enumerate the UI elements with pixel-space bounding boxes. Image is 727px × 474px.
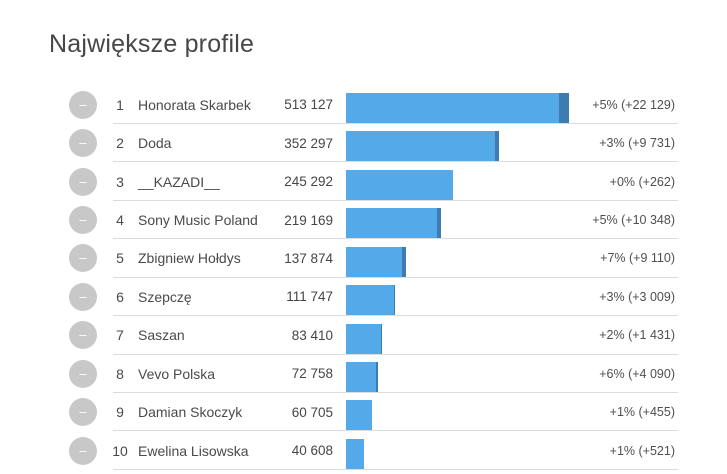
rank-label: 1 bbox=[116, 96, 124, 113]
fans-count: 72 758 bbox=[291, 366, 333, 382]
row-divider bbox=[113, 392, 678, 393]
rank-label: 8 bbox=[116, 365, 124, 382]
profile-name: Saszan bbox=[138, 327, 185, 344]
fans-count: 137 874 bbox=[284, 250, 333, 266]
minus-icon: – bbox=[79, 365, 87, 381]
growth-bar-segment bbox=[495, 131, 499, 162]
change-label: +3% (+9 731) bbox=[599, 136, 675, 151]
profile-name: Doda bbox=[138, 135, 172, 152]
fans-bar bbox=[346, 438, 364, 469]
profile-row: – 7 Saszan 83 410 +2% (+1 431) bbox=[0, 316, 727, 355]
profile-name: Zbigniew Hołdys bbox=[138, 250, 241, 267]
profile-row: – 4 Sony Music Poland 219 169 +5% (+10 3… bbox=[0, 201, 727, 240]
row-divider bbox=[113, 122, 678, 124]
fans-count: 352 297 bbox=[284, 135, 333, 151]
row-divider bbox=[113, 276, 678, 278]
profile-name: Damian Skoczyk bbox=[138, 404, 243, 421]
fans-count: 83 410 bbox=[291, 327, 333, 343]
profile-avatar: – bbox=[69, 244, 97, 273]
row-divider bbox=[113, 161, 678, 163]
profile-row: – 1 Honorata Skarbek 513 127 +5% (+22 12… bbox=[0, 86, 727, 124]
rank-label: 3 bbox=[116, 173, 124, 190]
profile-avatar: – bbox=[69, 129, 97, 158]
fans-bar bbox=[346, 246, 406, 277]
growth-bar-segment bbox=[437, 208, 441, 239]
profile-name: Sony Music Poland bbox=[138, 212, 258, 229]
fans-bar bbox=[346, 131, 499, 162]
row-divider bbox=[113, 315, 678, 317]
fans-count: 60 705 bbox=[291, 404, 333, 420]
fans-bar bbox=[346, 92, 569, 123]
rank-label: 4 bbox=[116, 212, 124, 229]
change-label: +6% (+4 090) bbox=[599, 366, 675, 381]
rank-label: 10 bbox=[112, 442, 128, 459]
change-label: +5% (+10 348) bbox=[592, 213, 675, 228]
profile-name: Honorata Skarbek bbox=[138, 96, 251, 113]
profile-avatar: – bbox=[69, 206, 97, 235]
profile-avatar: – bbox=[69, 359, 97, 388]
profile-avatar: – bbox=[69, 436, 97, 465]
row-divider bbox=[113, 353, 678, 355]
growth-bar-segment bbox=[559, 92, 569, 123]
profile-row: – 6 Szepczę 111 747 +3% (+3 009) bbox=[0, 278, 727, 317]
profile-avatar: – bbox=[69, 167, 97, 196]
profile-avatar: – bbox=[69, 282, 97, 311]
profile-row: – 8 Vevo Polska 72 758 +6% (+4 090) bbox=[0, 355, 727, 393]
rank-label: 7 bbox=[116, 327, 124, 344]
minus-icon: – bbox=[79, 212, 87, 228]
fans-count: 111 747 bbox=[286, 289, 333, 305]
minus-icon: – bbox=[79, 250, 87, 266]
change-label: +2% (+1 431) bbox=[599, 328, 675, 343]
minus-icon: – bbox=[79, 404, 87, 420]
minus-icon: – bbox=[79, 327, 87, 343]
profile-name: Szepczę bbox=[138, 288, 192, 305]
growth-bar-segment bbox=[381, 323, 382, 354]
rank-label: 2 bbox=[116, 135, 124, 152]
change-label: +3% (+3 009) bbox=[599, 289, 675, 304]
row-divider bbox=[113, 238, 678, 240]
fans-bar bbox=[346, 362, 378, 392]
fans-bar bbox=[346, 400, 372, 431]
change-label: +7% (+9 110) bbox=[600, 251, 675, 266]
profile-row: – 5 Zbigniew Hołdys 137 874 +7% (+9 110) bbox=[0, 239, 727, 278]
minus-icon: – bbox=[79, 173, 87, 189]
row-divider bbox=[113, 199, 678, 201]
rank-label: 9 bbox=[116, 404, 124, 421]
profile-name: Ewelina Lisowska bbox=[138, 442, 249, 459]
fans-count: 219 169 bbox=[284, 212, 333, 228]
change-label: +1% (+455) bbox=[609, 405, 675, 420]
change-label: +5% (+22 129) bbox=[592, 97, 675, 112]
fans-count: 513 127 bbox=[284, 97, 333, 113]
minus-icon: – bbox=[79, 96, 87, 112]
fans-bar bbox=[346, 169, 453, 200]
profile-avatar: – bbox=[69, 398, 97, 427]
fans-count: 245 292 bbox=[284, 174, 333, 190]
row-divider bbox=[113, 468, 678, 470]
minus-icon: – bbox=[79, 135, 87, 151]
profile-avatar: – bbox=[69, 90, 97, 119]
change-label: +1% (+521) bbox=[609, 443, 675, 458]
page-title: Największe profile bbox=[49, 29, 255, 58]
growth-bar-segment bbox=[402, 246, 406, 277]
fans-bar bbox=[346, 285, 395, 316]
profile-avatar: – bbox=[69, 321, 97, 350]
fans-bar bbox=[346, 208, 441, 239]
row-divider bbox=[113, 430, 678, 432]
minus-icon: – bbox=[79, 442, 87, 458]
fans-count: 40 608 bbox=[291, 443, 333, 459]
minus-icon: – bbox=[79, 288, 87, 304]
change-label: +0% (+262) bbox=[609, 174, 675, 189]
rank-label: 5 bbox=[116, 250, 124, 267]
profile-row: – 2 Doda 352 297 +3% (+9 731) bbox=[0, 124, 727, 163]
profile-name: Vevo Polska bbox=[138, 365, 216, 382]
profile-row: – 9 Damian Skoczyk 60 705 +1% (+455) bbox=[0, 393, 727, 432]
profile-name: __KAZADI__ bbox=[138, 173, 220, 190]
profiles-list: – 1 Honorata Skarbek 513 127 +5% (+22 12… bbox=[0, 86, 727, 470]
profile-row: – 3 __KAZADI__ 245 292 +0% (+262) bbox=[0, 162, 727, 201]
growth-bar-segment bbox=[376, 362, 378, 392]
growth-bar-segment bbox=[394, 285, 395, 316]
fans-bar bbox=[346, 323, 382, 354]
rank-label: 6 bbox=[116, 288, 124, 305]
profile-row: – 10 Ewelina Lisowska 40 608 +1% (+521) bbox=[0, 431, 727, 470]
